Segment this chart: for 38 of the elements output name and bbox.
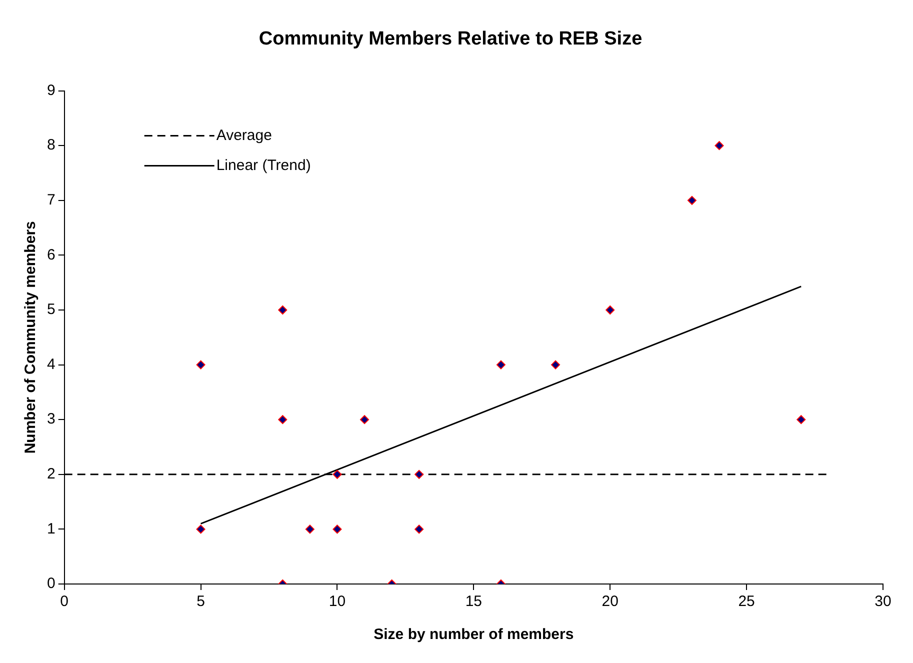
x-tick-label: 0 bbox=[60, 593, 69, 610]
point bbox=[496, 360, 506, 370]
y-tick-label: 0 bbox=[47, 575, 56, 592]
y-tick-label: 9 bbox=[47, 82, 56, 99]
y-tick-label: 1 bbox=[47, 520, 56, 538]
point bbox=[305, 524, 314, 534]
point bbox=[606, 306, 615, 314]
chart-title: Community Members Relative to REB Size bbox=[258, 28, 642, 50]
point bbox=[414, 470, 424, 479]
point bbox=[714, 141, 724, 150]
y-tick-label: 3 bbox=[47, 410, 56, 428]
point bbox=[360, 415, 370, 424]
x-tick-label: 10 bbox=[328, 593, 346, 610]
x-tick-label: 20 bbox=[602, 593, 618, 610]
point bbox=[196, 524, 206, 534]
x-tick-label: 15 bbox=[465, 593, 482, 610]
x-tick-label: 25 bbox=[738, 593, 755, 610]
x-tick-label: 30 bbox=[874, 593, 892, 610]
point bbox=[414, 524, 424, 534]
point bbox=[278, 415, 288, 424]
point bbox=[196, 360, 206, 370]
y-tick-label: 4 bbox=[47, 356, 56, 373]
y-tick-label: 7 bbox=[47, 192, 56, 209]
y-tick-label: 8 bbox=[47, 136, 56, 154]
point bbox=[551, 360, 560, 370]
point bbox=[687, 196, 696, 205]
x-axis-title: Size by number of members bbox=[374, 626, 574, 644]
point bbox=[796, 415, 806, 424]
y-tick-label: 5 bbox=[47, 301, 56, 318]
y-axis-title: Number of Community members bbox=[22, 221, 40, 454]
legend-label: Average bbox=[216, 126, 272, 144]
y-tick-label: 2 bbox=[47, 466, 56, 483]
y-tick-label: 6 bbox=[47, 246, 56, 264]
x-tick-label: 5 bbox=[196, 593, 205, 610]
point bbox=[332, 470, 342, 479]
point bbox=[332, 524, 342, 534]
point bbox=[278, 306, 288, 314]
legend-label: Linear (Trend) bbox=[216, 156, 311, 174]
